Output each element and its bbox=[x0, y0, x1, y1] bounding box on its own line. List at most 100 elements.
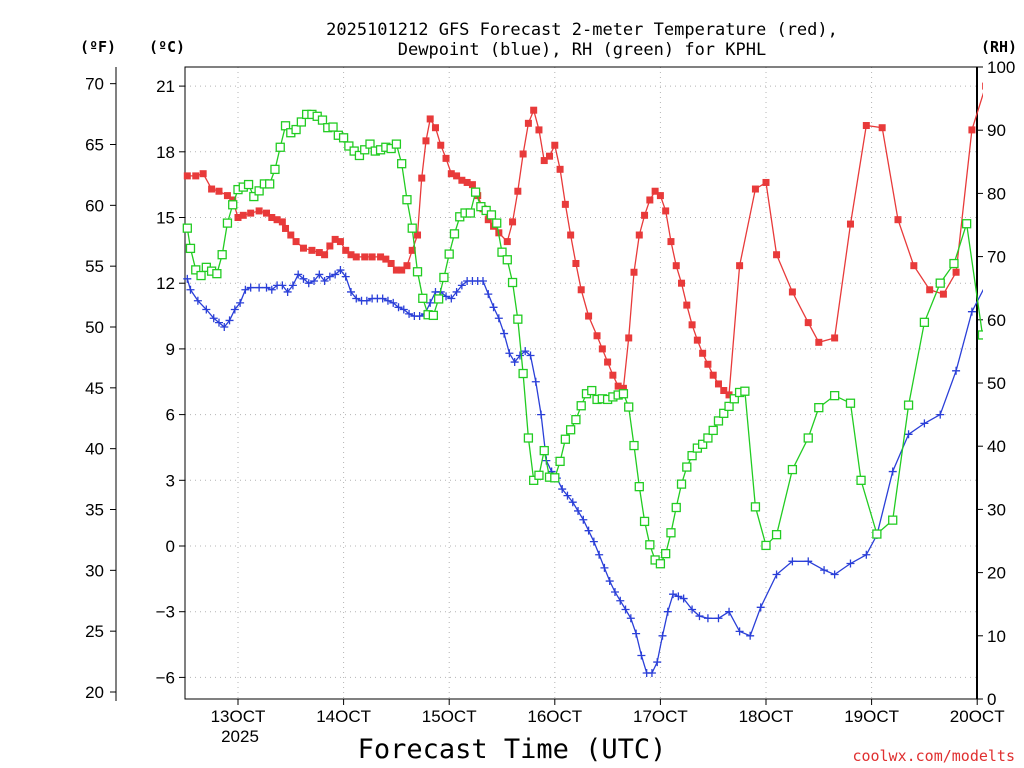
2-meter-temperature-point bbox=[1018, 172, 1024, 179]
dewpoint-point bbox=[820, 566, 829, 575]
2-meter-temperature-point bbox=[382, 255, 390, 263]
rh-point bbox=[397, 159, 407, 169]
dewpoint-point bbox=[383, 296, 392, 305]
fahrenheit-tick-label: 60 bbox=[85, 196, 104, 215]
2-meter-temperature-point bbox=[342, 246, 350, 254]
2-meter-temperature-point bbox=[577, 286, 585, 294]
2-meter-temperature-point bbox=[321, 251, 329, 259]
2-meter-temperature-point bbox=[614, 382, 622, 390]
rh-tick-label: 90 bbox=[987, 121, 1006, 140]
dewpoint-point bbox=[415, 312, 424, 321]
dewpoint-point bbox=[669, 590, 678, 599]
2-meter-temperature-point bbox=[667, 238, 675, 246]
celsius-tick-label: 18 bbox=[156, 143, 175, 162]
dewpoint-point bbox=[478, 277, 487, 286]
2-meter-temperature-point bbox=[414, 231, 422, 239]
dewpoint-point bbox=[505, 349, 514, 358]
dewpoint-point bbox=[457, 281, 466, 290]
2-meter-temperature-point bbox=[468, 181, 476, 189]
rh-point bbox=[634, 481, 644, 492]
2-meter-temperature-point bbox=[535, 126, 543, 134]
rh-point bbox=[761, 540, 771, 551]
celsius-tick-label: 9 bbox=[166, 340, 175, 359]
rh-point bbox=[624, 402, 634, 412]
dewpoint-point bbox=[405, 309, 414, 318]
dewpoint-point bbox=[241, 285, 250, 294]
rh-point bbox=[719, 408, 729, 418]
rh-tick-label: 50 bbox=[987, 374, 1006, 393]
dewpoint-point bbox=[967, 307, 976, 316]
2-meter-temperature-point bbox=[831, 334, 839, 342]
dewpoint-point bbox=[283, 287, 292, 296]
dewpoint-point bbox=[846, 559, 855, 568]
rh-point bbox=[587, 385, 597, 396]
rh-point bbox=[275, 142, 285, 152]
dewpoint-point bbox=[500, 329, 509, 338]
rh-point bbox=[191, 265, 201, 275]
2-meter-temperature-point bbox=[709, 371, 717, 379]
rh-point bbox=[470, 187, 481, 197]
dewpoint-point bbox=[952, 366, 961, 375]
series-layer bbox=[182, 82, 1024, 678]
rh-point bbox=[787, 464, 798, 475]
dewpoint-point bbox=[595, 550, 604, 559]
dewpoint-point bbox=[568, 498, 577, 507]
celsius-tick-label: 0 bbox=[166, 537, 175, 556]
2-meter-temperature-point bbox=[347, 251, 355, 259]
rh-point bbox=[666, 528, 676, 538]
2-meter-temperature-point bbox=[437, 141, 445, 149]
2-meter-temperature-point bbox=[625, 334, 633, 342]
rh-point bbox=[212, 269, 222, 279]
rh-point bbox=[935, 278, 945, 288]
2-meter-temperature-point bbox=[255, 207, 263, 215]
dewpoint-point bbox=[610, 587, 619, 596]
2-meter-temperature-point bbox=[546, 152, 554, 160]
dewpoint-point bbox=[531, 377, 540, 386]
dewpoint-point bbox=[331, 270, 340, 279]
dewpoint-point bbox=[489, 303, 498, 312]
dewpoint-point bbox=[658, 631, 667, 640]
dewpoint-point bbox=[830, 570, 839, 579]
dewpoint-point bbox=[703, 614, 712, 623]
rh-tick-label: 20 bbox=[987, 564, 1006, 583]
2-meter-temperature-point bbox=[247, 209, 255, 217]
plot-frame bbox=[184, 66, 978, 700]
rh-point bbox=[555, 456, 565, 467]
rh-point bbox=[740, 386, 750, 396]
rh-point bbox=[682, 462, 692, 472]
dewpoint-point bbox=[637, 651, 646, 660]
dewpoint-point bbox=[688, 605, 697, 614]
rh-tick-label: 60 bbox=[987, 311, 1006, 330]
rh-point bbox=[671, 502, 681, 513]
fahrenheit-tick-label: 65 bbox=[85, 136, 104, 155]
2-meter-temperature-point bbox=[453, 172, 461, 180]
dewpoint-point bbox=[653, 658, 662, 667]
rh-point bbox=[676, 479, 687, 489]
rh-point bbox=[338, 133, 349, 143]
2-meter-temperature-point bbox=[720, 387, 728, 395]
dewpoint-point bbox=[756, 603, 765, 612]
dewpoint-point bbox=[563, 491, 572, 500]
2-meter-temperature-point bbox=[519, 150, 527, 158]
2-meter-temperature-point bbox=[598, 345, 606, 353]
dewpoint-point bbox=[225, 316, 234, 325]
chart-title-line2: Dewpoint (blue), RH (green) for KPHL bbox=[398, 40, 766, 60]
dewpoint-point bbox=[526, 351, 535, 360]
2-meter-temperature-point bbox=[484, 216, 492, 224]
2-meter-temperature-point bbox=[688, 321, 696, 329]
2-meter-temperature-point bbox=[714, 380, 722, 388]
rh-point bbox=[888, 515, 898, 525]
rh-point bbox=[317, 115, 328, 125]
celsius-tick-label: 12 bbox=[156, 274, 175, 293]
rh-point bbox=[618, 389, 629, 399]
rh-point bbox=[412, 267, 423, 277]
dewpoint-point bbox=[494, 314, 503, 323]
2-meter-temperature-point bbox=[878, 124, 886, 132]
rh-point bbox=[344, 141, 354, 151]
2-meter-temperature-point bbox=[229, 196, 237, 204]
rh-tick-label: 100 bbox=[987, 58, 1015, 77]
2-meter-temperature-point bbox=[939, 290, 947, 298]
2-meter-temperature-point bbox=[215, 187, 223, 195]
dewpoint-point bbox=[325, 272, 334, 281]
celsius-tick-label: −3 bbox=[156, 603, 175, 622]
